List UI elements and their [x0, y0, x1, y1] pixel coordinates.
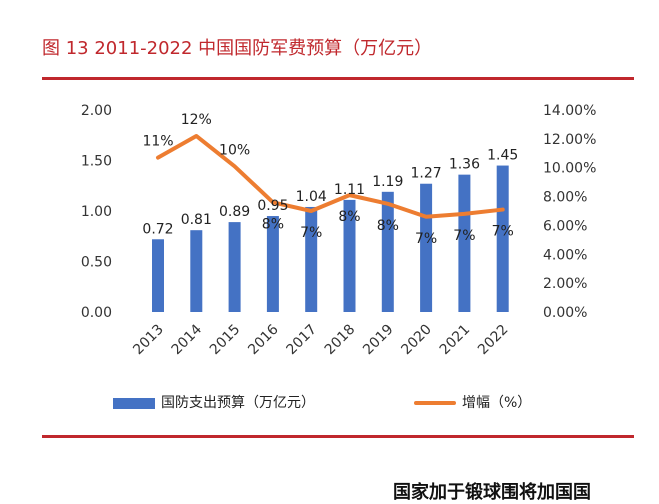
x-tick-label: 2014 [169, 321, 206, 358]
y-left-tick-label: 0.00 [81, 305, 112, 321]
line-data-label: 8% [338, 209, 360, 225]
y-right-tick-label: 4.00% [543, 247, 587, 263]
line-data-label: 12% [181, 112, 212, 128]
bar [343, 199, 356, 312]
x-tick-label: 2017 [284, 322, 321, 359]
bar-data-label: 0.81 [181, 212, 212, 228]
x-tick-label: 2018 [322, 322, 359, 359]
bar-data-label: 1.45 [487, 148, 518, 164]
growth-point [234, 165, 236, 167]
y-left-tick-label: 1.00 [81, 204, 112, 220]
bottom-rule [42, 435, 634, 438]
bar-data-label: 1.36 [449, 157, 480, 173]
bar [266, 216, 279, 312]
bar [420, 183, 433, 312]
y-right-tick-label: 14.00% [543, 103, 596, 119]
line-data-label: 7% [415, 231, 437, 247]
figure-title: 图 13 2011-2022 中国国防军费预算（万亿元） [42, 38, 433, 59]
growth-point [463, 213, 465, 215]
line-data-label: 10% [219, 142, 250, 158]
growth-line [156, 133, 505, 219]
legend-line-label: 增幅（%） [462, 395, 532, 411]
growth-point [387, 203, 389, 205]
bar-data-label: 0.89 [219, 204, 250, 220]
x-tick-label: 2013 [130, 322, 167, 359]
y-right-tick-label: 10.00% [543, 161, 596, 177]
x-tick-label: 2019 [360, 322, 397, 359]
line-data-label: 7% [492, 224, 514, 240]
growth-point [157, 157, 159, 159]
growth-point [502, 209, 504, 211]
legend-line-swatch [414, 401, 456, 405]
growth-point [349, 194, 350, 196]
title-rule [42, 77, 634, 80]
bar [305, 206, 318, 312]
y-left-tick-label: 2.00 [81, 103, 112, 119]
legend-line: 增幅（%） [414, 392, 531, 412]
bar-data-label: 0.95 [257, 198, 288, 214]
x-tick-label: 2015 [207, 322, 244, 359]
line-data-label: 7% [453, 228, 475, 244]
bar-data-label: 1.19 [372, 174, 403, 190]
growth-point [425, 216, 427, 218]
bar [190, 230, 203, 312]
y-right-tick-label: 12.00% [543, 132, 596, 148]
bar-data-label: 1.27 [411, 166, 442, 182]
legend-bar-label: 国防支出预算（万亿元） [161, 395, 315, 411]
x-tick-label: 2020 [398, 322, 435, 359]
y-left-tick-label: 0.50 [81, 255, 112, 271]
legend-bar: 国防支出预算（万亿元） [113, 392, 315, 412]
y-right-tick-label: 6.00% [543, 218, 587, 234]
line-data-label: 7% [300, 225, 322, 241]
y-left-tick-label: 1.50 [81, 154, 112, 170]
growth-point [195, 135, 197, 137]
bar-data-label: 1.04 [296, 189, 327, 205]
bar-data-label: 0.72 [142, 221, 173, 237]
bar [152, 239, 164, 312]
y-right-tick-label: 0.00% [543, 305, 587, 321]
x-tick-label: 2022 [475, 322, 512, 359]
bar-data-label: 1.11 [334, 182, 365, 198]
line-data-label: 8% [377, 218, 399, 234]
bar [228, 222, 241, 312]
bar [496, 165, 509, 312]
bar [458, 174, 471, 312]
bar [381, 191, 394, 312]
growth-point [272, 201, 274, 203]
growth-point [310, 210, 312, 212]
line-data-label: 11% [142, 134, 173, 150]
bottom-cut-text: 国家加于锻球围将加国国 [393, 482, 591, 503]
x-tick-label: 2021 [437, 322, 474, 359]
line-data-label: 8% [262, 216, 284, 232]
x-tick-label: 2016 [245, 321, 282, 358]
y-right-tick-label: 2.00% [543, 276, 587, 292]
y-right-tick-label: 8.00% [543, 190, 587, 206]
legend-bar-swatch [113, 397, 155, 409]
chart-area: 2.00 1.50 1.00 0.50 0.00 14.00% 12.00% 10.00% 8… [81, 103, 597, 359]
